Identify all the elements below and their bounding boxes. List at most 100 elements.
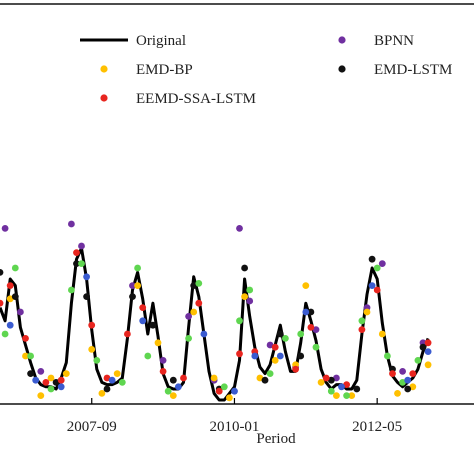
- emd-lstm-point-3: [27, 370, 34, 377]
- series-7-point-1: [6, 321, 14, 329]
- emd-lstm-point-22: [404, 385, 412, 393]
- legend: Original BPNN EMD-BP EMD-LSTM EEMD-SSA-LSTM: [80, 33, 452, 107]
- emd-bp-point-5: [62, 370, 70, 377]
- series-7-point-15: [404, 376, 412, 384]
- bpnn-point-3: [37, 368, 45, 375]
- eemd-ssa-lstm-point-25: [409, 370, 417, 377]
- series-6-point-10: [144, 352, 152, 360]
- eemd-ssa-lstm-point-10: [139, 304, 147, 311]
- eemd-ssa-lstm-point-17: [271, 343, 279, 351]
- eemd-ssa-lstm-point-22: [358, 326, 366, 333]
- eemd-ssa-lstm-point-1: [0, 299, 4, 307]
- plot-frame: [0, 3, 474, 405]
- eemd-ssa-lstm-point-24: [389, 370, 396, 377]
- series-6-point-24: [373, 264, 381, 272]
- legend-swatch-eemd-ssa-lstm: [100, 94, 108, 102]
- emd-lstm-point-2: [11, 293, 19, 300]
- emd-bp-point-22: [348, 392, 356, 399]
- emd-bp-point-13: [210, 374, 218, 382]
- emd-lstm-point-1: [0, 269, 4, 276]
- emd-bp-point-27: [424, 361, 432, 369]
- eemd-ssa-lstm-point-14: [215, 387, 223, 395]
- eemd-ssa-lstm-point-26: [424, 339, 432, 347]
- emd-bp-point-12: [190, 308, 198, 316]
- series-7-point-3: [57, 383, 65, 391]
- x-axis: 2007-09 2010-01 2012-05: [67, 398, 402, 435]
- series-6-point-27: [414, 357, 422, 364]
- series-6-point-23: [358, 317, 366, 325]
- eemd-ssa-lstm-point-9: [124, 330, 131, 338]
- eemd-ssa-lstm-point-21: [343, 381, 350, 388]
- emd-bp-point-14: [226, 394, 233, 402]
- bpnn-point-2: [17, 308, 24, 316]
- eemd-ssa-lstm-point-23: [373, 286, 381, 294]
- series-6-point-1: [1, 330, 9, 338]
- bpnn-point-5: [78, 242, 85, 250]
- emd-lstm-point-13: [241, 264, 249, 272]
- series-6-point-8: [118, 379, 126, 386]
- bpnn-point-4: [68, 220, 75, 228]
- series-6-point-7: [93, 357, 101, 364]
- emd-bp-point-4: [47, 374, 55, 382]
- series-layer: [0, 220, 432, 402]
- series-7-point-10: [251, 352, 259, 360]
- series-6-point-6: [78, 260, 85, 267]
- series-6-point-17: [266, 370, 274, 377]
- emd-lstm-point-23: [419, 343, 427, 351]
- emd-bp-point-11: [169, 392, 177, 399]
- series-7-point-16: [424, 348, 432, 355]
- series-7-point-2: [32, 376, 40, 384]
- emd-lstm-point-17: [307, 308, 315, 316]
- emd-bp-point-23: [363, 308, 371, 316]
- legend-label-original: Original: [136, 33, 186, 49]
- legend-swatch-bpnn: [338, 36, 346, 44]
- series-7-point-8: [200, 330, 208, 338]
- emd-bp-point-2: [22, 352, 29, 360]
- x-tick-label-3: 2012-05: [352, 419, 402, 435]
- legend-label-eemd-ssa-lstm: EEMD-SSA-LSTM: [136, 91, 256, 107]
- series-6-point-3: [27, 352, 34, 360]
- series-6-point-12: [185, 335, 193, 342]
- eemd-ssa-lstm-point-3: [22, 335, 29, 342]
- legend-label-bpnn: BPNN: [374, 33, 414, 49]
- emd-bp-point-26: [409, 383, 417, 391]
- series-7-point-6: [139, 317, 147, 325]
- series-6-point-16: [246, 286, 254, 294]
- bpnn-point-17: [378, 260, 386, 267]
- eemd-ssa-lstm-point-5: [57, 376, 65, 384]
- emd-bp-point-7: [98, 390, 106, 397]
- series-7-point-14: [368, 282, 376, 289]
- emd-bp-point-24: [378, 330, 386, 338]
- emd-bp-point-15: [241, 293, 249, 300]
- emd-lstm-point-15: [276, 330, 284, 338]
- emd-lstm-point-16: [297, 352, 305, 360]
- emd-lstm-point-10: [169, 376, 177, 384]
- bpnn-point-18: [399, 368, 406, 375]
- emd-bp-point-8: [113, 370, 121, 377]
- eemd-ssa-lstm-point-2: [6, 282, 14, 289]
- eemd-ssa-lstm-point-12: [180, 374, 187, 382]
- emd-lstm-point-8: [129, 293, 136, 300]
- bpnn-point-11: [246, 297, 254, 305]
- emd-bp-point-21: [333, 392, 340, 399]
- series-6-point-9: [134, 264, 142, 272]
- emd-bp-point-10: [154, 339, 162, 347]
- eemd-ssa-lstm-point-8: [103, 374, 111, 382]
- series-6-point-4: [47, 385, 55, 393]
- series-6-point-26: [399, 379, 406, 386]
- emd-lstm-point-9: [149, 321, 157, 329]
- series-6-point-2: [11, 264, 19, 272]
- emd-bp-point-16: [256, 374, 264, 382]
- series-6-point-15: [236, 317, 243, 325]
- emd-lstm-point-20: [368, 255, 376, 263]
- emd-lstm-point-7: [103, 385, 111, 393]
- eemd-ssa-lstm-point-4: [42, 379, 50, 386]
- legend-swatch-emd-bp: [100, 65, 108, 73]
- emd-bp-point-9: [134, 282, 142, 289]
- emd-lstm-point-11: [190, 282, 198, 289]
- series-7-point-13: [338, 383, 345, 391]
- series-6-point-21: [327, 387, 335, 395]
- eemd-ssa-lstm-point-15: [236, 350, 243, 358]
- emd-bp-point-1: [6, 295, 14, 303]
